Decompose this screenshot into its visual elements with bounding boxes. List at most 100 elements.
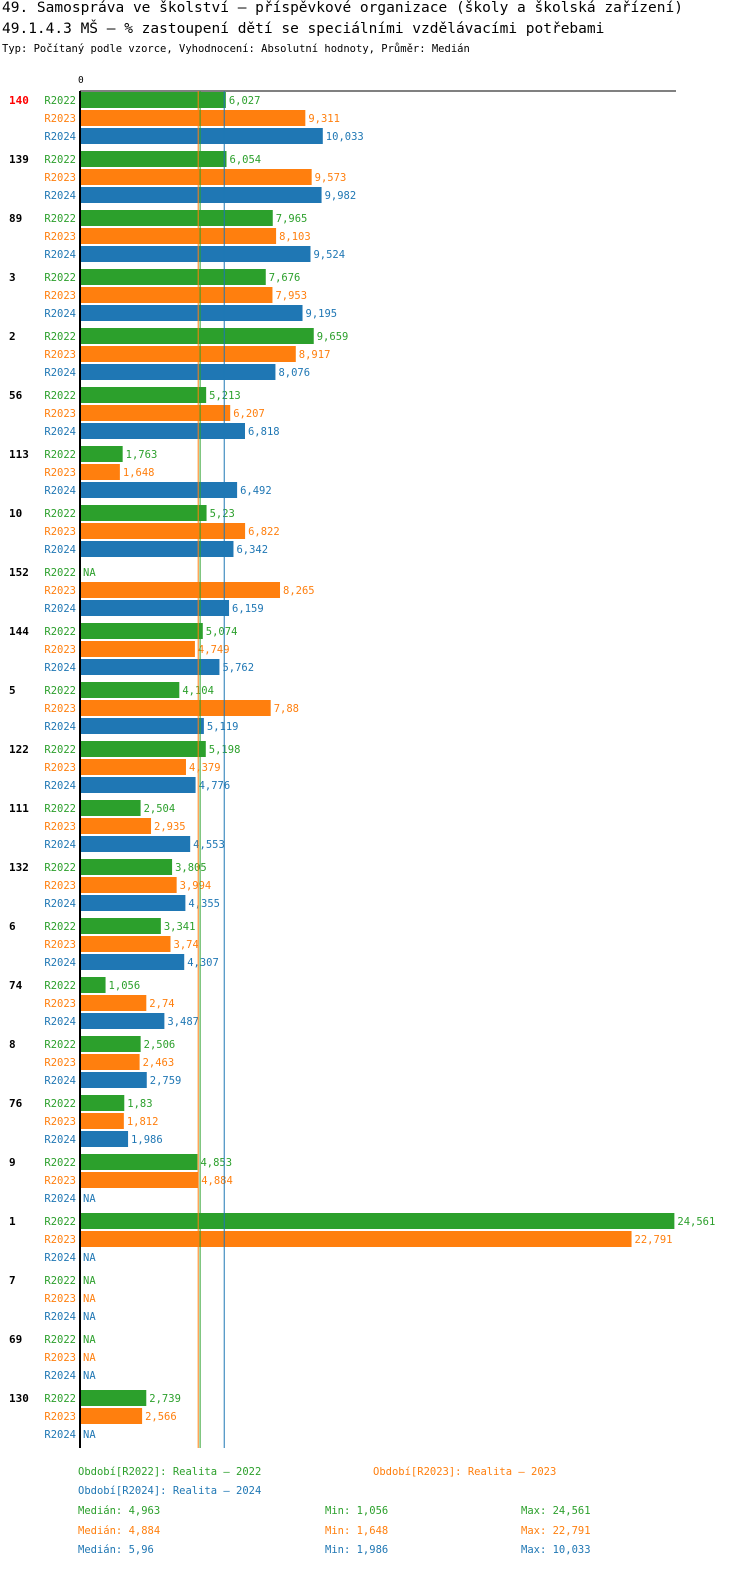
data-label: 5,074 bbox=[206, 626, 238, 638]
data-label: 9,573 bbox=[315, 172, 347, 184]
category-label: 111 bbox=[9, 802, 29, 815]
x-tick-label-0: 0 bbox=[78, 75, 84, 86]
series-label: R2023 bbox=[44, 526, 76, 538]
data-label: 4,749 bbox=[198, 644, 230, 656]
series-label: R2022 bbox=[44, 213, 76, 225]
chart-title-line2: 49.1.4.3 MŠ – % zastoupení dětí se speci… bbox=[2, 21, 605, 37]
data-label: 5,762 bbox=[222, 662, 254, 674]
data-label: 4,553 bbox=[193, 839, 225, 851]
bar bbox=[80, 1013, 165, 1029]
series-label: R2024 bbox=[44, 485, 76, 497]
bar bbox=[80, 777, 196, 793]
data-label: 3,341 bbox=[164, 921, 196, 933]
series-label: R2022 bbox=[44, 567, 76, 579]
bar bbox=[80, 151, 227, 167]
data-label: 1,648 bbox=[123, 467, 155, 479]
category-label: 9 bbox=[9, 1156, 16, 1169]
bar bbox=[80, 859, 173, 875]
bar bbox=[80, 482, 238, 498]
bar bbox=[80, 800, 141, 816]
category-label: 2 bbox=[9, 330, 16, 343]
bar bbox=[80, 1072, 147, 1088]
data-label: 2,463 bbox=[143, 1057, 175, 1069]
bar bbox=[80, 505, 207, 521]
series-label: R2024 bbox=[44, 1370, 76, 1382]
category-label: 144 bbox=[9, 625, 29, 638]
bar bbox=[80, 1113, 124, 1129]
series-label: R2022 bbox=[44, 1157, 76, 1169]
series-label: R2023 bbox=[44, 762, 76, 774]
series-label: R2022 bbox=[44, 1216, 76, 1228]
series-label: R2024 bbox=[44, 1016, 76, 1028]
category-label: 113 bbox=[9, 448, 29, 461]
bar bbox=[80, 405, 231, 421]
category-label: 122 bbox=[9, 743, 29, 756]
bar bbox=[80, 287, 273, 303]
category-label: 139 bbox=[9, 153, 29, 166]
na-label: NA bbox=[83, 1352, 96, 1364]
bar bbox=[80, 246, 311, 262]
data-label: 24,561 bbox=[677, 1216, 715, 1228]
data-label: 4,853 bbox=[200, 1157, 232, 1169]
category-label: 6 bbox=[9, 920, 16, 933]
series-label: R2023 bbox=[44, 1411, 76, 1423]
data-label: 6,054 bbox=[230, 154, 262, 166]
bar bbox=[80, 305, 303, 321]
series-label: R2023 bbox=[44, 1116, 76, 1128]
series-label: R2023 bbox=[44, 880, 76, 892]
bar bbox=[80, 659, 220, 675]
bar bbox=[80, 346, 296, 362]
series-label: R2023 bbox=[44, 1352, 76, 1364]
series-label: R2022 bbox=[44, 1334, 76, 1346]
data-label: 1,986 bbox=[131, 1134, 163, 1146]
bar bbox=[80, 364, 276, 380]
series-label: R2024 bbox=[44, 249, 76, 261]
category-label: 76 bbox=[9, 1097, 23, 1110]
series-label: R2022 bbox=[44, 331, 76, 343]
bar bbox=[80, 92, 226, 108]
category-label: 1 bbox=[9, 1215, 16, 1228]
series-label: R2022 bbox=[44, 508, 76, 520]
bar bbox=[80, 1131, 129, 1147]
series-label: R2024 bbox=[44, 780, 76, 792]
data-label: 7,88 bbox=[274, 703, 299, 715]
data-label: 9,195 bbox=[306, 308, 338, 320]
bar bbox=[80, 187, 322, 203]
data-label: 3,994 bbox=[180, 880, 212, 892]
series-label: R2023 bbox=[44, 644, 76, 656]
data-label: 2,759 bbox=[150, 1075, 182, 1087]
na-label: NA bbox=[83, 567, 96, 579]
data-label: 1,812 bbox=[127, 1116, 159, 1128]
bar bbox=[80, 954, 185, 970]
data-label: 5,23 bbox=[210, 508, 235, 520]
bar bbox=[80, 1408, 143, 1424]
bar bbox=[80, 328, 314, 344]
bar bbox=[80, 387, 207, 403]
series-label: R2024 bbox=[44, 1311, 76, 1323]
bar bbox=[80, 523, 246, 539]
bar bbox=[80, 423, 245, 439]
legend-r2024: Období[R2024]: Realita – 2024 bbox=[78, 1485, 262, 1497]
series-label: R2024 bbox=[44, 898, 76, 910]
data-label: 1,83 bbox=[127, 1098, 152, 1110]
stat-max-r2023: Max: 22,791 bbox=[521, 1525, 591, 1537]
stat-max-r2024: Max: 10,033 bbox=[521, 1544, 591, 1556]
data-label: 1,763 bbox=[126, 449, 158, 461]
series-label: R2023 bbox=[44, 939, 76, 951]
series-label: R2022 bbox=[44, 862, 76, 874]
bar bbox=[80, 169, 312, 185]
bar bbox=[80, 269, 266, 285]
series-label: R2023 bbox=[44, 703, 76, 715]
bar bbox=[80, 936, 171, 952]
series-label: R2023 bbox=[44, 172, 76, 184]
bar bbox=[80, 228, 277, 244]
series-label: R2023 bbox=[44, 290, 76, 302]
bar bbox=[80, 110, 306, 126]
bar bbox=[80, 128, 323, 144]
bar bbox=[80, 541, 234, 557]
bar bbox=[80, 623, 203, 639]
series-label: R2023 bbox=[44, 1234, 76, 1246]
bar bbox=[80, 1054, 140, 1070]
na-label: NA bbox=[83, 1334, 96, 1346]
